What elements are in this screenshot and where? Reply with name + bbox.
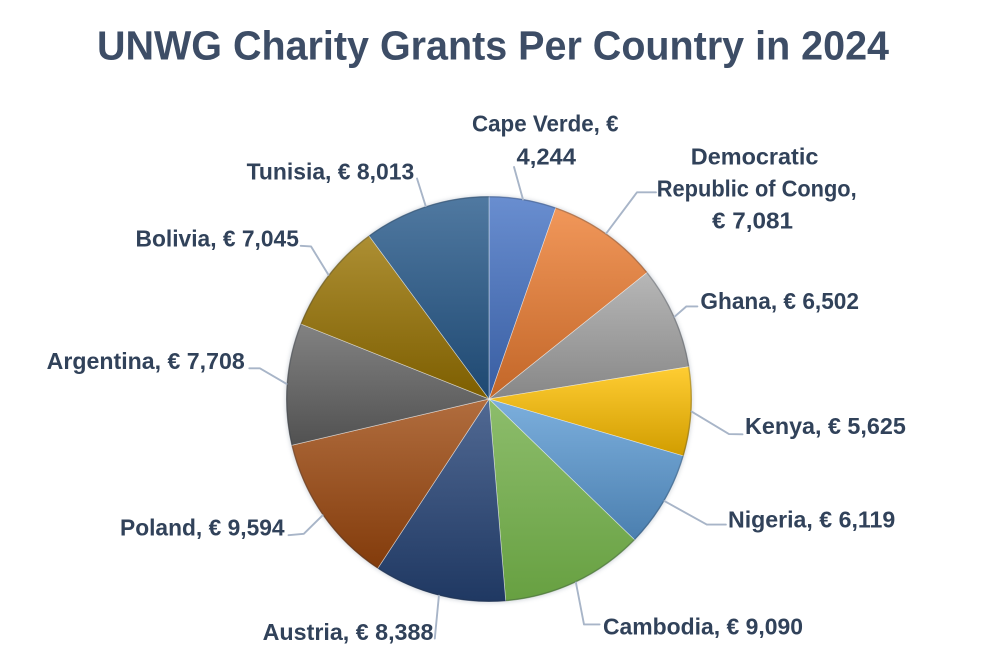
svg-text:Cambodia, € 9,090: Cambodia, € 9,090 bbox=[603, 614, 803, 640]
svg-text:€ 7,081: € 7,081 bbox=[712, 207, 793, 233]
svg-text:Bolivia, € 7,045: Bolivia, € 7,045 bbox=[136, 226, 300, 252]
svg-text:Tunisia, € 8,013: Tunisia, € 8,013 bbox=[247, 159, 415, 185]
svg-text:Cape Verde, €: Cape Verde, € bbox=[472, 110, 619, 136]
svg-text:UNWG Charity Grants Per Countr: UNWG Charity Grants Per Country in 2024 bbox=[97, 23, 889, 69]
svg-text:Poland, € 9,594: Poland, € 9,594 bbox=[120, 514, 285, 540]
svg-text:Ghana, € 6,502: Ghana, € 6,502 bbox=[700, 288, 859, 314]
svg-text:Nigeria, € 6,119: Nigeria, € 6,119 bbox=[728, 507, 895, 533]
svg-text:Austria, € 8,388: Austria, € 8,388 bbox=[263, 619, 434, 645]
svg-text:Kenya, € 5,625: Kenya, € 5,625 bbox=[745, 413, 906, 439]
svg-text:4,244: 4,244 bbox=[517, 144, 577, 170]
svg-text:Democratic: Democratic bbox=[691, 144, 819, 170]
svg-text:Argentina, € 7,708: Argentina, € 7,708 bbox=[47, 348, 245, 374]
svg-text:Republic of Congo,: Republic of Congo, bbox=[657, 175, 857, 201]
